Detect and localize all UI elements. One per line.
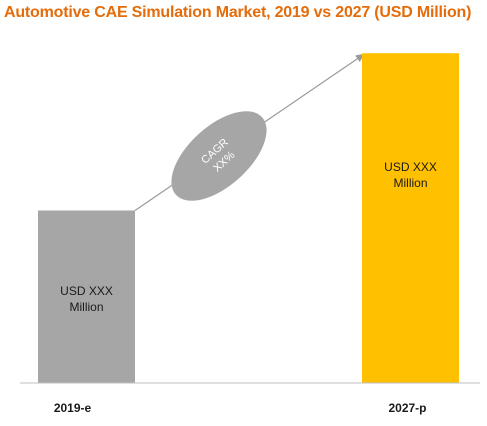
category-labels: 2019-e 2027-p [54, 401, 427, 415]
bars-group: USD XXX Million USD XXX Million [38, 53, 459, 384]
bar-2019-e [38, 210, 135, 383]
x-tick-label: 2027-p [388, 401, 426, 415]
chart-title: Automotive CAE Simulation Market, 2019 v… [4, 4, 472, 21]
bar-value-label: USD XXX [384, 160, 437, 174]
x-tick-label: 2019-e [54, 401, 92, 415]
bar-2027-p [362, 53, 459, 384]
bar-value-label: USD XXX [60, 284, 113, 298]
bar-value-label: Million [69, 300, 103, 314]
bar-value-label: Million [393, 176, 427, 190]
cagr-callout: CAGR XX% [171, 111, 267, 201]
cagr-ellipse [171, 111, 267, 201]
